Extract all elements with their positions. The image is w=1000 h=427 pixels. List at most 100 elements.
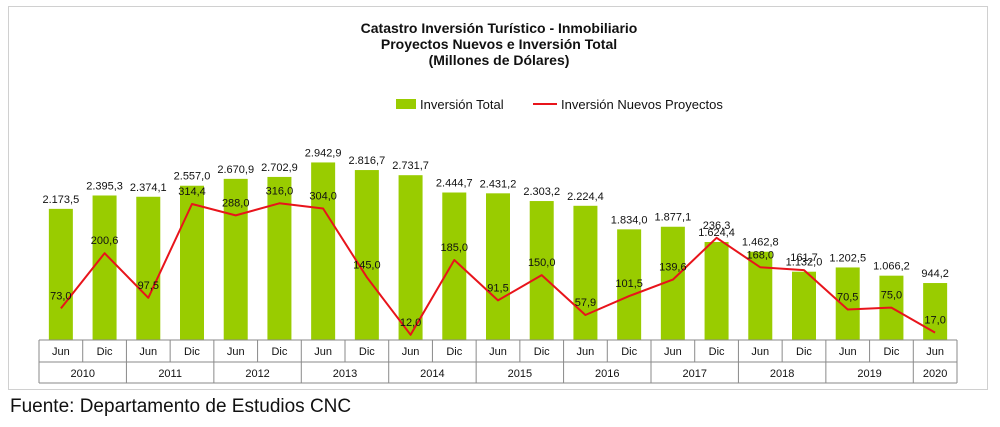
- bar-value-label: 2.942,9: [305, 147, 342, 159]
- bar: [617, 229, 642, 340]
- bar-value-labels: 2.173,5 2.395,3 2.374,1 2.557,0 2.670,9 2.702…: [43, 147, 949, 280]
- line-value-label: 150,0: [528, 257, 556, 269]
- x-tick-label: Dic: [709, 346, 725, 358]
- chart-title: Catastro Inversión Turístico - Inmobilia…: [361, 20, 638, 68]
- line-value-label: 236,3: [703, 220, 731, 232]
- year-label: 2016: [595, 368, 619, 380]
- year-label: 2013: [333, 368, 357, 380]
- bar-value-label: 2.702,9: [261, 162, 298, 174]
- bar-value-label: 1.202,5: [829, 252, 866, 264]
- line-series: [60, 202, 936, 336]
- x-axis: Jun Dic Jun Dic Jun Dic Jun Dic Jun Dic Jun Dic Jun D…: [38, 339, 958, 384]
- bar-value-label: 1.877,1: [655, 212, 692, 224]
- bar: [748, 251, 773, 340]
- line-value-label: 185,0: [441, 242, 469, 254]
- line-value-label: 57,9: [575, 297, 596, 309]
- bar: [136, 196, 161, 340]
- year-label: 2018: [770, 368, 794, 380]
- line-value-label: 91,5: [487, 282, 508, 294]
- x-tick-label: Dic: [446, 346, 462, 358]
- bar-value-label: 2.731,7: [392, 160, 429, 172]
- bar: [529, 201, 554, 340]
- x-tick-label: Jun: [139, 346, 157, 358]
- year-label: 2015: [508, 368, 532, 380]
- line-value-label: 17,0: [924, 315, 945, 327]
- year-label: 2017: [682, 368, 706, 380]
- bar: [311, 162, 336, 340]
- line-value-label: 145,0: [353, 259, 381, 271]
- line-value-label: 168,0: [747, 249, 775, 261]
- x-tick-label: Jun: [314, 346, 332, 358]
- x-tick-label: Jun: [926, 346, 944, 358]
- line-value-label: 139,6: [659, 262, 687, 274]
- x-tick-label: Jun: [489, 346, 507, 358]
- chart-title-line: (Millones de Dólares): [429, 52, 570, 68]
- bar-value-label: 2.557,0: [174, 171, 211, 183]
- x-tick-label: Jun: [402, 346, 420, 358]
- bar-value-label: 2.173,5: [43, 194, 80, 206]
- x-tick-label: Dic: [796, 346, 812, 358]
- line-value-labels: 73,0 200,6 97,5 314,4 288,0 316,0 304,0 145,0 12…: [50, 185, 946, 328]
- x-tick-label: Jun: [52, 346, 70, 358]
- bar: [267, 176, 292, 340]
- legend-swatch-bar: [396, 99, 416, 109]
- bar: [180, 185, 204, 340]
- year-label: 2020: [923, 368, 947, 380]
- chart-legend: Inversión Total Inversión Nuevos Proyecto…: [396, 97, 723, 112]
- line-value-label: 314,4: [178, 186, 206, 198]
- bar: [92, 195, 117, 340]
- chart-svg: Catastro Inversión Turístico - Inmobilia…: [38, 20, 958, 384]
- x-tick-label: Dic: [271, 346, 287, 358]
- x-tick-label: Dic: [883, 346, 899, 358]
- bar: [923, 283, 948, 340]
- bar: [48, 208, 73, 340]
- x-tick-label: Dic: [621, 346, 637, 358]
- x-tick-label: Jun: [839, 346, 857, 358]
- x-tick-label: Dic: [359, 346, 375, 358]
- x-tick-label: Dic: [97, 346, 113, 358]
- bar-value-label: 2.431,2: [480, 178, 517, 190]
- bar-value-label: 2.444,7: [436, 178, 473, 190]
- bar-series-group: [48, 162, 948, 340]
- bar-value-label: 944,2: [921, 268, 949, 280]
- bar-value-label: 1.624,4: [698, 227, 735, 239]
- bar-value-label: 1.462,8: [742, 237, 779, 249]
- line-value-label: 101,5: [615, 278, 643, 290]
- chart-title-line: Catastro Inversión Turístico - Inmobilia…: [361, 20, 638, 36]
- bar: [792, 271, 816, 340]
- chart-frame: Catastro Inversión Turístico - Inmobilia…: [8, 6, 988, 390]
- bar: [486, 193, 510, 340]
- line-series-group: [60, 202, 936, 336]
- line-value-label: 161,7: [790, 252, 818, 264]
- year-label: 2014: [420, 368, 444, 380]
- x-tick-label: Dic: [534, 346, 550, 358]
- line-value-label: 73,0: [50, 290, 71, 302]
- x-tick-label: Jun: [664, 346, 682, 358]
- line-value-label: 75,0: [881, 290, 902, 302]
- bar-value-label: 1.066,2: [873, 261, 910, 273]
- year-label: 2011: [158, 368, 182, 380]
- line-value-label: 12,0: [400, 317, 421, 329]
- legend-label-line: Inversión Nuevos Proyectos: [561, 97, 723, 112]
- bar: [704, 241, 729, 340]
- bar: [835, 267, 860, 340]
- bar: [442, 192, 467, 340]
- bar-value-label: 1.834,0: [611, 214, 648, 226]
- line-value-label: 304,0: [309, 191, 337, 203]
- bar: [398, 175, 423, 340]
- chart-title-line: Proyectos Nuevos e Inversión Total: [381, 36, 617, 52]
- x-tick-label: Jun: [751, 346, 769, 358]
- bar: [573, 205, 598, 340]
- bar-value-label: 2.816,7: [349, 155, 386, 167]
- line-value-label: 97,5: [138, 280, 159, 292]
- year-label: 2012: [245, 368, 269, 380]
- x-tick-label: Jun: [227, 346, 245, 358]
- line-value-label: 316,0: [266, 185, 294, 197]
- bar: [354, 170, 379, 340]
- line-value-label: 70,5: [837, 292, 858, 304]
- legend-label-bar: Inversión Total: [420, 97, 504, 112]
- source-note: Fuente: Departamento de Estudios CNC: [10, 396, 352, 417]
- year-label: 2019: [857, 368, 881, 380]
- line-value-label: 288,0: [222, 197, 250, 209]
- x-tick-label: Jun: [577, 346, 595, 358]
